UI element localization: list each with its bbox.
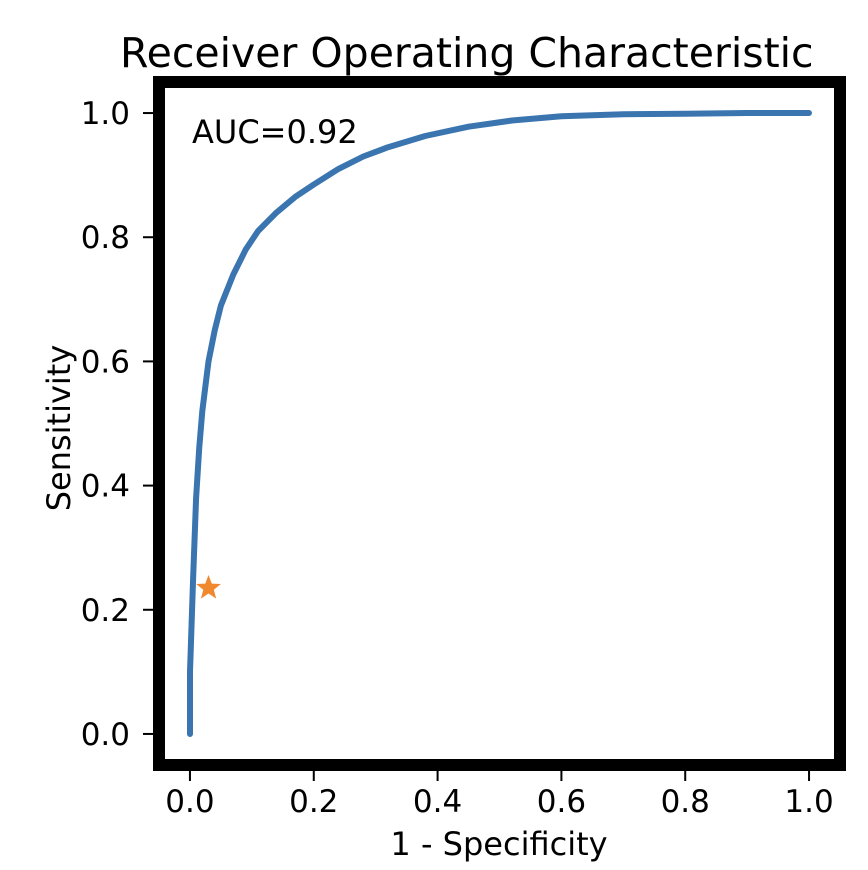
chart-title: Receiver Operating Characteristic	[120, 29, 814, 77]
y-tick-label: 0.8	[81, 220, 130, 256]
y-tick-label: 0.6	[81, 344, 130, 380]
x-tick-label: 1.0	[784, 784, 833, 820]
x-axis-label: 1 - Specificity	[390, 825, 607, 863]
y-tick-label: 1.0	[81, 96, 130, 132]
y-tick-label: 0.0	[81, 717, 130, 753]
x-axis-ticks: 0.0 0.2 0.4 0.6 0.8 1.0	[165, 771, 834, 820]
operating-point-star-marker	[196, 575, 221, 599]
auc-annotation: AUC=0.92	[192, 113, 358, 151]
x-tick-label: 0.4	[413, 784, 462, 820]
x-tick-label: 0.8	[661, 784, 710, 820]
x-tick-label: 0.6	[537, 784, 586, 820]
y-tick-label: 0.4	[81, 469, 130, 505]
x-tick-label: 0.0	[165, 784, 214, 820]
y-tick-label: 0.2	[81, 593, 130, 629]
y-axis-ticks: 0.0 0.2 0.4 0.6 0.8 1.0	[81, 96, 153, 753]
y-axis-label: Sensitivity	[40, 345, 78, 512]
x-tick-label: 0.2	[289, 784, 338, 820]
roc-curve-line	[187, 110, 812, 737]
plot-area-frame	[153, 76, 846, 771]
